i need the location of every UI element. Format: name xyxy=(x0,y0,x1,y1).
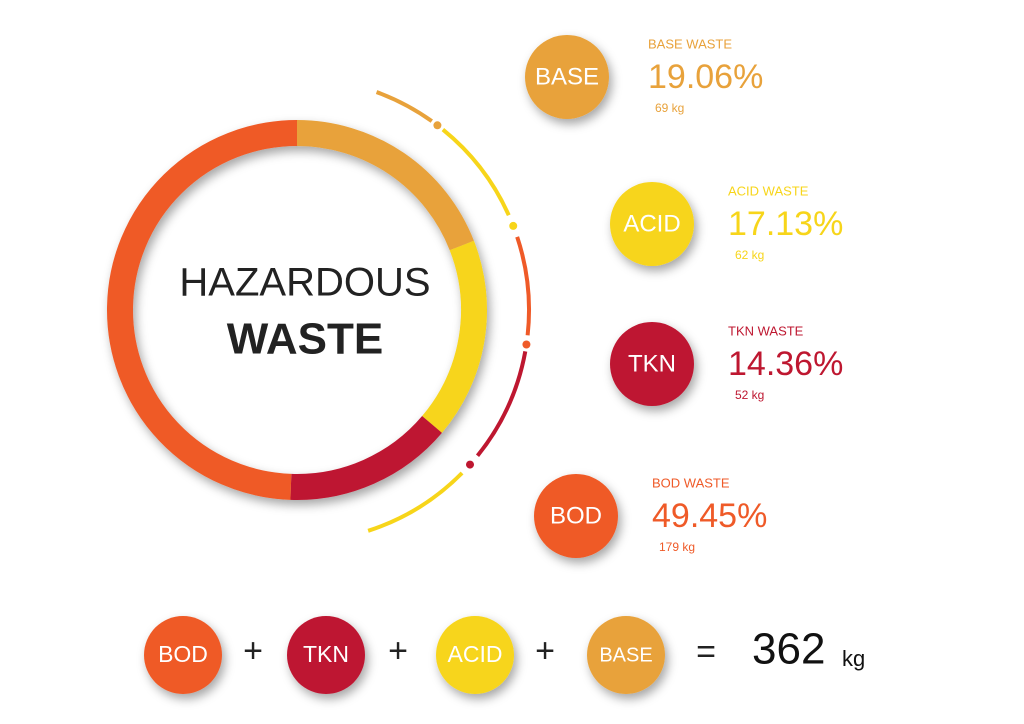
percent-label: 17.13% xyxy=(728,205,843,243)
badge-label: BASE xyxy=(535,63,599,90)
equation-badge xyxy=(287,616,365,694)
total: 362 xyxy=(752,625,825,674)
plus-sign: + xyxy=(535,632,555,670)
equation-label: TKN xyxy=(303,641,349,667)
equals-sign: = xyxy=(696,633,716,671)
badge-label: ACID xyxy=(623,210,680,237)
equation-badge xyxy=(436,616,514,694)
decor-arc xyxy=(375,90,433,123)
title: HAZARDOUS xyxy=(179,261,430,305)
legend: BASE BASE WASTE 19.06% 69 kg ACID ACID WASTE 1… xyxy=(525,35,843,558)
equation: BOD + TKN + ACID + BASE = 362 kg xyxy=(144,616,865,694)
mass-label: 62 kg xyxy=(735,248,764,262)
equation-label: BASE xyxy=(599,644,652,666)
total-unit: kg xyxy=(842,646,865,671)
decor-arc xyxy=(515,236,531,336)
percent-label: 49.45% xyxy=(652,497,767,535)
percent-label: 14.36% xyxy=(728,345,843,383)
donut-segment xyxy=(107,120,298,500)
category-title: ACID WASTE xyxy=(728,183,809,198)
badge xyxy=(525,35,609,119)
equation-badge xyxy=(587,616,665,694)
badge xyxy=(610,182,694,266)
badge-label: TKN xyxy=(628,350,676,377)
equation-badge xyxy=(144,616,222,694)
plus-sign: + xyxy=(243,632,263,670)
decor-dot xyxy=(509,221,518,230)
category-title: BOD WASTE xyxy=(652,475,730,490)
percent-label: 19.06% xyxy=(648,58,763,96)
mass-label: 52 kg xyxy=(735,388,764,402)
mass-label: 69 kg xyxy=(655,101,684,115)
category-title: TKN WASTE xyxy=(728,323,804,338)
decor-dot xyxy=(466,460,475,469)
subtitle: WASTE xyxy=(227,315,383,364)
plus-sign: + xyxy=(388,632,408,670)
decor-dot xyxy=(433,121,442,130)
category-title: BASE WASTE xyxy=(648,36,732,51)
donut-segment xyxy=(296,120,474,251)
badge xyxy=(610,322,694,406)
donut xyxy=(107,120,487,500)
equation-label: BOD xyxy=(158,641,208,667)
decor-arc xyxy=(367,471,464,533)
decoration xyxy=(367,90,531,533)
badge-label: BOD xyxy=(550,502,602,529)
decor-arc xyxy=(475,350,528,457)
donut-segment xyxy=(421,240,487,433)
donut-segment xyxy=(290,415,442,500)
decor-arc xyxy=(441,128,511,217)
equation-label: ACID xyxy=(448,641,503,667)
mass-label: 179 kg xyxy=(659,540,695,554)
badge xyxy=(534,474,618,558)
decor-dot xyxy=(522,340,531,349)
